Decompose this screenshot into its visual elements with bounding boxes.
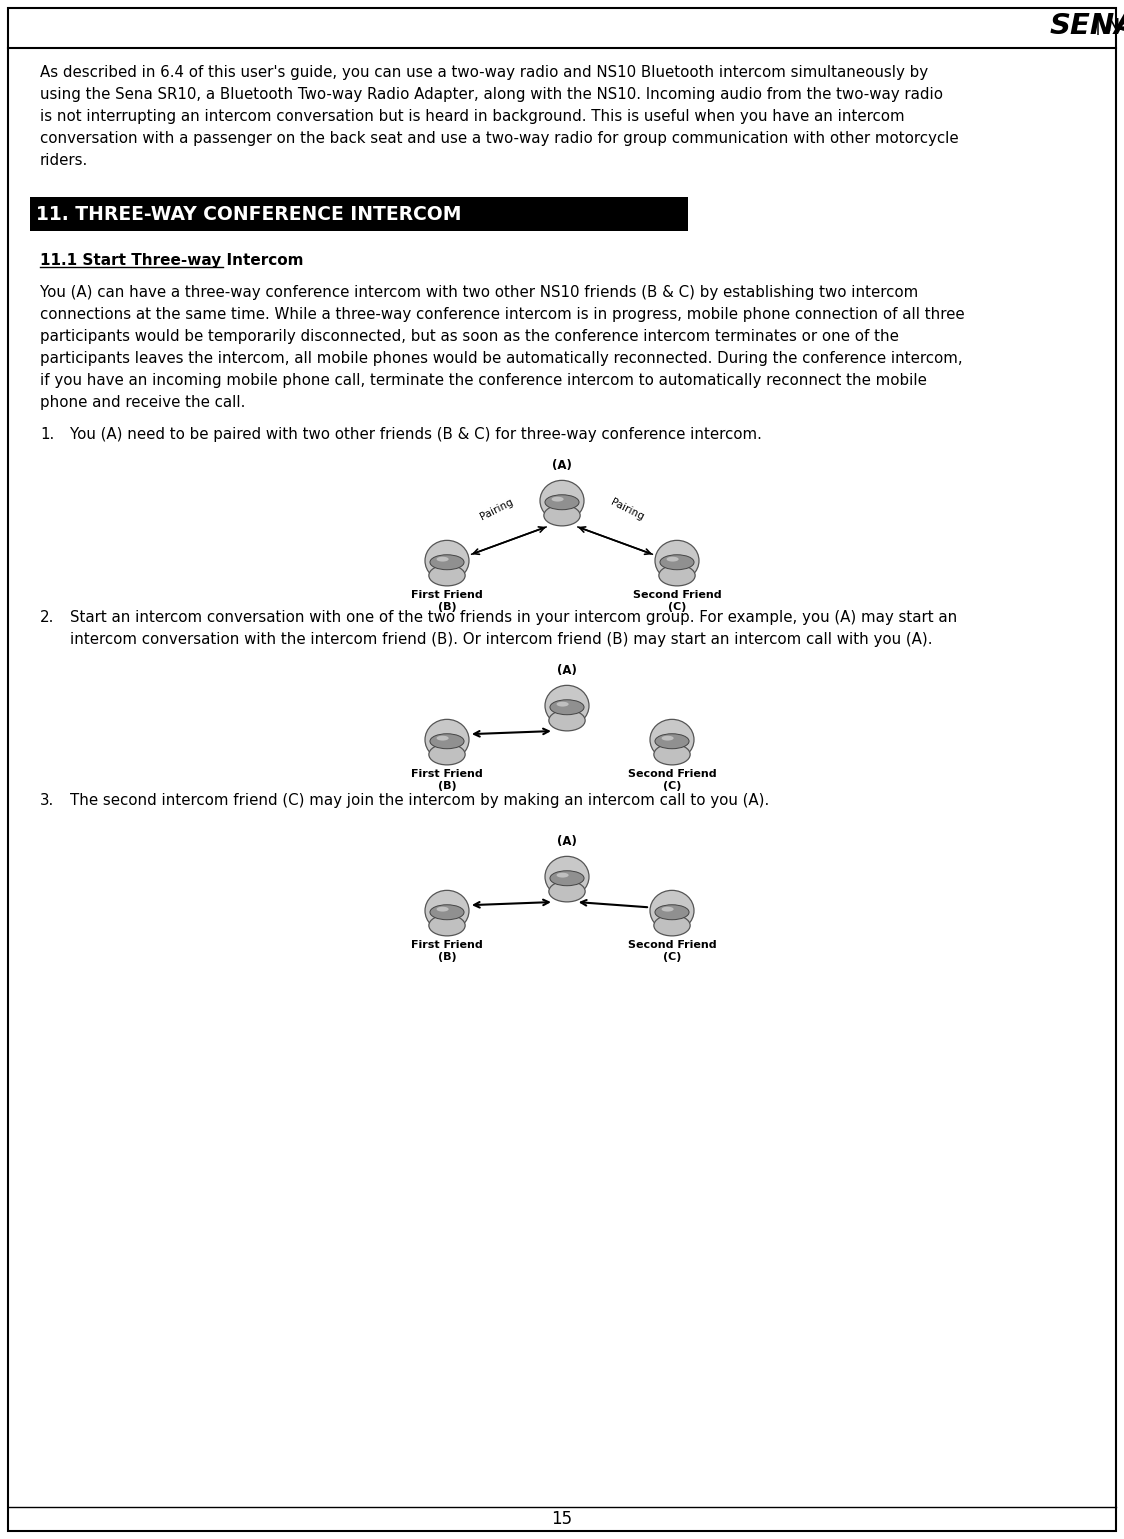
Ellipse shape	[430, 905, 464, 920]
Text: 1.: 1.	[40, 426, 54, 442]
Ellipse shape	[550, 700, 584, 714]
Ellipse shape	[667, 557, 679, 562]
Text: You (A) need to be paired with two other friends (B & C) for three-way conferenc: You (A) need to be paired with two other…	[70, 426, 762, 442]
Text: (B): (B)	[437, 602, 456, 613]
Ellipse shape	[549, 709, 586, 731]
Ellipse shape	[436, 736, 448, 740]
Text: participants would be temporarily disconnected, but as soon as the conference in: participants would be temporarily discon…	[40, 329, 899, 345]
Ellipse shape	[429, 565, 465, 586]
Ellipse shape	[430, 554, 464, 569]
Ellipse shape	[425, 891, 469, 931]
Text: | NS10: | NS10	[1095, 17, 1124, 35]
Ellipse shape	[425, 540, 469, 582]
Text: Second Friend: Second Friend	[633, 589, 722, 600]
Text: (C): (C)	[668, 602, 686, 613]
Text: participants leaves the intercom, all mobile phones would be automatically recon: participants leaves the intercom, all mo…	[40, 351, 962, 366]
Ellipse shape	[552, 497, 563, 502]
Ellipse shape	[544, 505, 580, 526]
Text: (C): (C)	[663, 780, 681, 791]
Ellipse shape	[659, 565, 695, 586]
Ellipse shape	[556, 873, 569, 877]
Ellipse shape	[650, 719, 694, 760]
Ellipse shape	[662, 906, 673, 911]
Text: phone and receive the call.: phone and receive the call.	[40, 396, 245, 409]
Text: 2.: 2.	[40, 609, 54, 625]
Ellipse shape	[425, 719, 469, 760]
Ellipse shape	[545, 856, 589, 897]
Ellipse shape	[429, 916, 465, 936]
Text: 15: 15	[552, 1510, 572, 1528]
Ellipse shape	[655, 905, 689, 920]
Text: First Friend: First Friend	[411, 940, 483, 950]
Text: First Friend: First Friend	[411, 589, 483, 600]
Text: You (A) can have a three-way conference intercom with two other NS10 friends (B : You (A) can have a three-way conference …	[40, 285, 918, 300]
Text: conversation with a passenger on the back seat and use a two-way radio for group: conversation with a passenger on the bac…	[40, 131, 959, 146]
Text: Second Friend: Second Friend	[627, 770, 716, 779]
Text: As described in 6.4 of this user's guide, you can use a two-way radio and NS10 B: As described in 6.4 of this user's guide…	[40, 65, 928, 80]
Text: (B): (B)	[437, 780, 456, 791]
Text: (A): (A)	[552, 459, 572, 472]
Text: is not interrupting an intercom conversation but is heard in background. This is: is not interrupting an intercom conversa…	[40, 109, 905, 125]
Ellipse shape	[660, 554, 694, 569]
Text: Pairing: Pairing	[609, 497, 645, 522]
Text: Start an intercom conversation with one of the two friends in your intercom grou: Start an intercom conversation with one …	[70, 609, 958, 625]
Ellipse shape	[655, 540, 699, 582]
Text: riders.: riders.	[40, 152, 89, 168]
Text: 11.1 Start Three-way Intercom: 11.1 Start Three-way Intercom	[40, 252, 303, 268]
Ellipse shape	[550, 871, 584, 886]
Text: Pairing: Pairing	[479, 497, 515, 522]
Ellipse shape	[655, 734, 689, 748]
Text: Second Friend: Second Friend	[627, 940, 716, 950]
Ellipse shape	[436, 906, 448, 911]
Ellipse shape	[545, 494, 579, 509]
Text: using the Sena SR10, a Bluetooth Two-way Radio Adapter, along with the NS10. Inc: using the Sena SR10, a Bluetooth Two-way…	[40, 88, 943, 102]
Ellipse shape	[549, 880, 586, 902]
Text: (A): (A)	[558, 836, 577, 848]
Text: (A): (A)	[558, 663, 577, 677]
Ellipse shape	[654, 916, 690, 936]
Text: 3.: 3.	[40, 793, 54, 808]
Text: First Friend: First Friend	[411, 770, 483, 779]
Ellipse shape	[662, 736, 673, 740]
Ellipse shape	[540, 480, 584, 522]
Text: connections at the same time. While a three-way conference intercom is in progre: connections at the same time. While a th…	[40, 306, 964, 322]
Ellipse shape	[429, 743, 465, 765]
Text: The second intercom friend (C) may join the intercom by making an intercom call : The second intercom friend (C) may join …	[70, 793, 769, 808]
Ellipse shape	[545, 685, 589, 726]
Text: (C): (C)	[663, 953, 681, 962]
Text: 11. THREE-WAY CONFERENCE INTERCOM: 11. THREE-WAY CONFERENCE INTERCOM	[36, 205, 462, 223]
Ellipse shape	[650, 891, 694, 931]
Ellipse shape	[436, 557, 448, 562]
Text: if you have an incoming mobile phone call, terminate the conference intercom to : if you have an incoming mobile phone cal…	[40, 372, 927, 388]
Text: intercom conversation with the intercom friend (B). Or intercom friend (B) may s: intercom conversation with the intercom …	[70, 633, 933, 646]
Bar	[30, 197, 688, 231]
Text: SENA: SENA	[1050, 12, 1124, 40]
Ellipse shape	[430, 734, 464, 748]
Ellipse shape	[556, 702, 569, 706]
Ellipse shape	[654, 743, 690, 765]
Text: (B): (B)	[437, 953, 456, 962]
